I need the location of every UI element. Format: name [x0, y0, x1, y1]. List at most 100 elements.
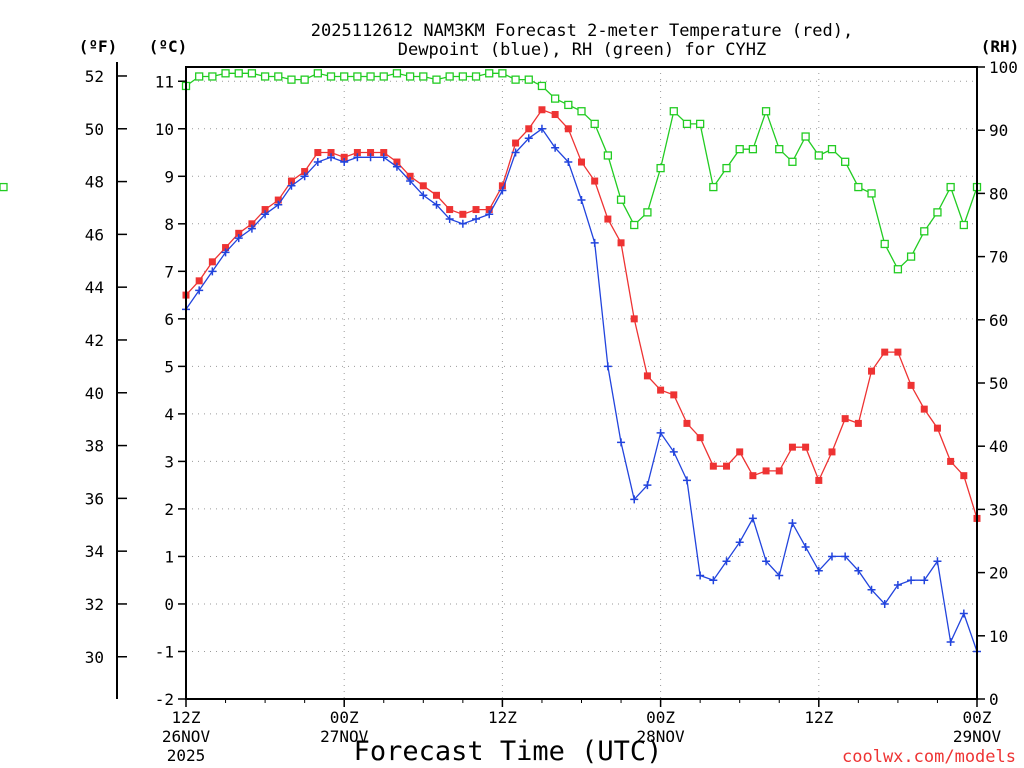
rh-point	[946, 182, 955, 192]
rh-point	[643, 208, 652, 217]
series-rh	[0, 69, 982, 274]
rh-point	[260, 72, 270, 81]
rh-point	[208, 72, 217, 81]
rh-point	[340, 72, 349, 81]
temperature-point	[630, 315, 638, 323]
rh-point	[458, 72, 468, 81]
temperature-point	[788, 443, 796, 451]
temperature-point	[208, 258, 216, 266]
chart-title-line2: Dewpoint (blue), RH (green) for CYHZ	[398, 40, 766, 60]
temperature-point	[828, 448, 836, 456]
fahrenheit-tick-label: 36	[85, 489, 104, 508]
temperature-point	[525, 125, 533, 133]
rh-point	[274, 72, 283, 81]
dewpoint-point	[287, 181, 296, 190]
rh-point	[616, 195, 626, 204]
rh-point	[313, 69, 322, 78]
rh-point	[933, 208, 942, 217]
temperature-point	[881, 348, 889, 356]
rh-tick-label: 80	[989, 184, 1008, 203]
series-temperature	[182, 106, 981, 522]
dewpoint-point	[353, 153, 362, 162]
dewpoint-point	[208, 267, 217, 276]
temperature-point	[894, 348, 902, 356]
rh-tick-label: 90	[989, 121, 1008, 140]
dewpoint-point	[366, 153, 375, 162]
dewpoint-point	[775, 571, 784, 580]
dewpoint-point	[327, 153, 336, 162]
rh-point	[709, 182, 718, 192]
rh-point	[959, 220, 968, 230]
dewpoint-point	[195, 286, 204, 295]
dewpoint-point	[801, 542, 810, 551]
rh-point	[326, 72, 336, 81]
dewpoint-point	[432, 200, 441, 209]
fahrenheit-tick-label: 38	[85, 437, 104, 456]
rh-tick-label: 100	[989, 58, 1018, 77]
rh-point	[247, 69, 257, 78]
rh-unit-label: (RH)	[981, 37, 1020, 56]
year-tick-label: 2025	[167, 746, 206, 765]
dewpoint-point	[221, 248, 230, 257]
dewpoint-point	[524, 134, 533, 143]
series-dewpoint	[182, 124, 981, 656]
rh-point	[748, 145, 758, 154]
rh-point	[920, 227, 929, 236]
temperature-point	[802, 443, 810, 451]
temperature-point	[235, 229, 243, 237]
temperature-point	[367, 149, 375, 157]
fahrenheit-tick-label: 44	[85, 278, 104, 297]
temperature-point	[222, 244, 230, 252]
rh-point	[485, 69, 494, 78]
dewpoint-point	[709, 576, 718, 585]
celsius-tick-label: 2	[164, 500, 174, 519]
temperature-point	[947, 457, 955, 465]
temperature-point	[617, 239, 625, 247]
rh-point	[550, 94, 560, 103]
dewpoint-point	[458, 219, 467, 228]
dewpoint-point	[603, 362, 612, 371]
temperature-point	[432, 191, 440, 199]
temperature-point	[327, 149, 335, 157]
dewpoint-point	[537, 124, 546, 133]
rh-point	[696, 119, 705, 129]
temperature-point	[933, 424, 941, 432]
dewpoint-point	[590, 238, 599, 247]
fahrenheit-tick-label: 34	[85, 542, 104, 561]
rh-point	[880, 239, 889, 249]
celsius-tick-label: 4	[164, 405, 174, 424]
rh-tick-label: 70	[989, 248, 1008, 267]
dewpoint-point	[392, 162, 401, 171]
dewpoint-point	[261, 210, 270, 219]
rh-point	[669, 107, 678, 116]
dewpoint-point	[247, 224, 256, 233]
rh-point	[867, 189, 876, 198]
rh-point	[537, 81, 547, 91]
temperature-point	[195, 277, 203, 285]
rh-point	[788, 157, 797, 166]
rh-tick-label: 20	[989, 564, 1008, 583]
dewpoint-point	[564, 158, 573, 167]
temperature-point	[762, 467, 770, 475]
rh-point	[841, 157, 850, 166]
temperature-point	[353, 149, 361, 157]
rh-point	[603, 151, 613, 160]
date-tick-label: 27NOV	[320, 727, 369, 746]
temperature-point	[287, 177, 295, 185]
temperature-point	[314, 149, 322, 157]
temperature-point	[393, 158, 401, 166]
date-tick-label: 29NOV	[953, 727, 1002, 746]
dewpoint-point	[617, 438, 626, 447]
temperature-point	[551, 111, 559, 119]
dewpoint-point	[419, 191, 428, 200]
rh-point	[564, 100, 573, 110]
temperature-point	[380, 149, 388, 157]
temperature-point	[591, 177, 599, 185]
dewpoint-point	[379, 153, 388, 162]
fahrenheit-tick-label: 30	[85, 648, 104, 667]
celsius-tick-label: 1	[164, 547, 174, 566]
temperature-point	[564, 125, 572, 133]
dewpoint-point	[445, 215, 454, 224]
dewpoint-point	[946, 637, 955, 646]
fahrenheit-tick-label: 50	[85, 120, 104, 139]
